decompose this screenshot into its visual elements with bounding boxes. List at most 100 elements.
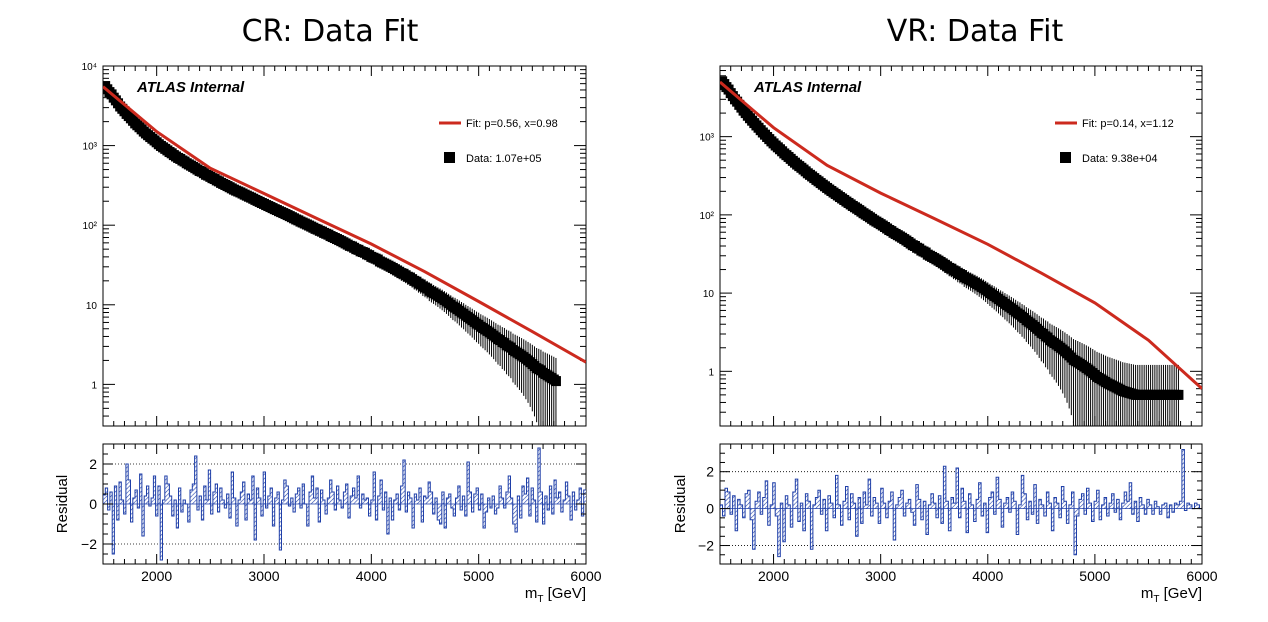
vr-residual-bar [830,503,833,509]
cr-residual-bar [343,492,346,504]
vr-data-point [1182,0,1192,10]
cr-data-point [566,0,576,10]
cr-residual-bar [121,500,124,504]
vr-residual-bar [976,499,979,509]
vr-residual-bar [913,508,916,526]
vr-residual-bar [817,490,821,509]
cr-residual-bar [393,500,397,504]
vr-residual-bar [750,508,753,520]
vr-residual-bar [868,479,871,509]
vr-residual-bar [1129,482,1132,509]
cr-residual-bar [224,504,227,508]
vr-residual-bar [1078,499,1082,509]
cr-residual-bar [210,504,213,514]
vr-residual-bar [1179,501,1182,509]
cr-x-axis-label: mT [GeV] [525,585,586,605]
cr-residual-bar [430,492,433,504]
cr-residual-bar [208,470,211,504]
vr-residual-bar [752,508,756,550]
cr-y-tick-label: 10³ [83,142,98,153]
vr-x-axis-label: mT [GeV] [1141,585,1202,605]
vr-residual-bar [820,508,823,515]
cr-residual-bar [537,448,541,504]
vr-residual-bar [890,492,894,509]
vr-residual-bar [1091,508,1095,522]
cr-data-point [553,0,563,10]
cr-residual-bar [505,492,509,504]
cr-residual-bar [494,504,497,514]
vr-residual-bar [978,482,982,509]
vr-data-point [1184,0,1194,10]
vr-residual-bar [1166,508,1170,518]
vr-residual-bar [983,503,987,509]
vr-residual-bar [903,508,906,516]
vr-residual-bar [1046,492,1049,509]
cr-residual-bar [400,486,403,504]
vr-legend-data-label: Data: 9.38e+04 [1082,153,1158,165]
cr-residual-bar [567,496,570,504]
cr-residual-bar [169,496,172,504]
cr-residual-bar [132,498,136,504]
cr-residual-bar [414,494,417,504]
cr-residual-bar [425,498,429,504]
vr-data-point [1178,0,1188,10]
vr-residual-bar [1073,508,1077,555]
vr-residual-bar [988,497,992,509]
vr-residual-bar [996,477,999,509]
cr-y-tick-label: 10⁴ [82,62,97,73]
vr-residual-bar [1086,488,1090,509]
vr-residual-bar [950,497,954,509]
vr-residual-bar [1003,503,1007,509]
vr-residual-bar [873,497,876,509]
cr-atlas-label: ATLAS Internal [136,79,245,96]
cr-residual-bar [153,476,156,504]
cr-residual-bar [496,504,500,508]
cr-residual-bar [485,504,488,512]
cr-residual-bar [116,504,120,520]
cr-residual-bar [576,500,580,504]
cr-residual-bar [274,498,277,504]
cr-residual-bar [286,486,289,504]
vr-residual-bar [815,497,818,509]
vr-residual-bar [777,508,781,557]
cr-residual-bar [354,498,358,504]
vr-residual-bar [928,504,931,509]
cr-residual-bar [240,492,243,504]
cr-residual-bar [183,500,186,504]
vr-residual-bar [720,504,723,509]
cr-residual-bar [180,504,184,512]
cr-residual-bar [556,498,559,504]
cr-residual-bar [489,504,493,508]
vr-residual-bar [1159,508,1162,515]
cr-residual-bar [336,486,339,504]
vr-residual-bar [930,493,934,509]
vr-residual-bar [1089,503,1092,509]
vr-residual-bar [880,488,884,509]
vr-residual-bar [1099,508,1102,520]
cr-residual-bar [373,472,376,504]
cr-data-point [575,0,585,10]
cr-residual-bar [569,504,573,520]
cr-data-point [562,0,572,10]
vr-residual-bar [1136,508,1140,522]
vr-residual-bar [923,501,926,509]
cr-y-tick-label: 10² [83,221,98,232]
cr-residual-bar [526,478,529,504]
vr-residual-bar [1061,486,1064,509]
vr-residual-bar [1119,508,1122,520]
cr-residual-bar [446,498,449,504]
cr-residual-bar [434,498,438,504]
cr-residual-bar [503,504,506,508]
cr-residual-bar [226,494,229,504]
vr-data-point [1176,0,1186,10]
cr-residual-bar [553,480,557,504]
cr-residual-bar [105,488,108,504]
cr-residual-bar [194,456,197,504]
cr-residual-bar [462,496,465,504]
cr-residual-ylabel: Residual [54,475,71,533]
vr-residual-bar [900,490,904,509]
vr-residual-bar [745,493,748,509]
vr-residual-bar [1101,504,1105,509]
vr-residual-bar [1053,497,1057,509]
vr-residual-bar [1081,493,1085,509]
